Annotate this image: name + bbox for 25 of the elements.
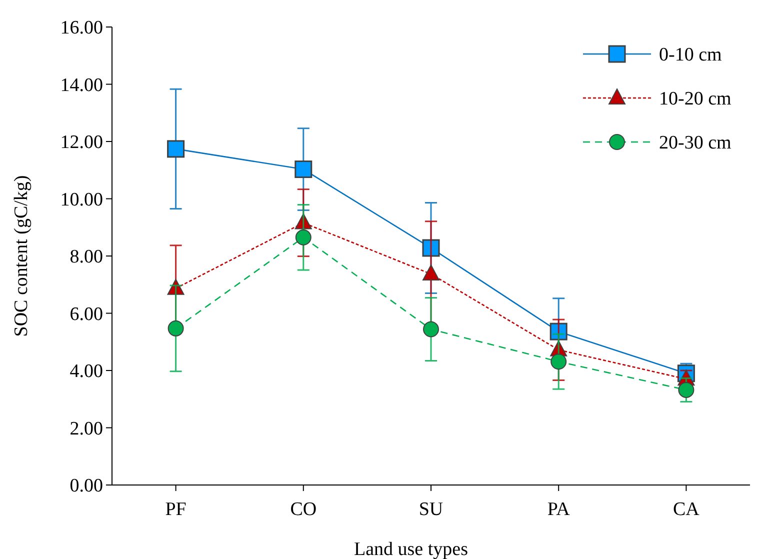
y-tick-label: 12.00 — [60, 132, 103, 154]
point — [168, 320, 184, 336]
y-tick-label: 6.00 — [70, 304, 103, 325]
point — [422, 264, 440, 281]
legend-label: 10-20 cm — [659, 88, 732, 110]
point — [423, 321, 439, 338]
y-tick-label: 0.00 — [70, 476, 103, 497]
x-tick-label: PF — [165, 499, 186, 520]
y-tick-label: 8.00 — [70, 246, 103, 268]
y-tick-label: 10.00 — [60, 189, 103, 210]
y-tick-label: 14.00 — [60, 74, 103, 96]
legend-label: 0-10 cm — [659, 44, 722, 66]
y-axis-title: SOC content (gC/kg) — [11, 175, 32, 337]
point — [678, 382, 694, 398]
x-axis-title: Land use types — [354, 539, 468, 559]
y-tick-label: 2.00 — [70, 418, 103, 440]
x-tick-label: PA — [547, 499, 570, 520]
x-tick-label: CA — [672, 499, 700, 520]
y-tick-label: 4.00 — [70, 361, 103, 382]
y-tick-label: 16.00 — [60, 18, 103, 39]
point — [295, 229, 312, 246]
point — [550, 354, 567, 370]
legend-label: 20-30 cm — [659, 132, 732, 154]
x-tick-label: CO — [290, 499, 317, 520]
x-tick-label: SU — [418, 499, 444, 520]
